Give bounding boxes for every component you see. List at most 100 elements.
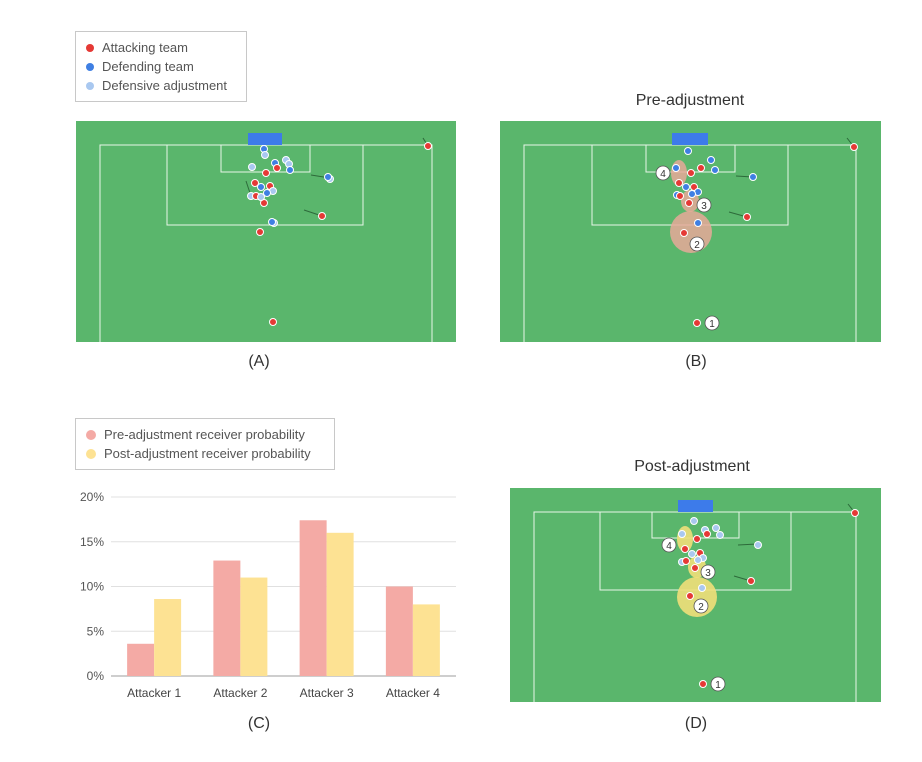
adjusted-dot — [694, 556, 702, 564]
defender-dot — [257, 183, 265, 191]
adjusted-dot — [678, 530, 686, 538]
attacker-dot — [424, 142, 432, 150]
legend-label: Post-adjustment receiver probability — [104, 446, 311, 461]
receiver-labels-b: 1 2 3 4 — [655, 165, 720, 331]
legend-label: Attacking team — [102, 40, 188, 55]
goal-a — [248, 133, 282, 145]
pitch-d-players — [678, 503, 859, 688]
attacker-dot — [273, 164, 281, 172]
receiver-badge-2 — [693, 598, 709, 614]
attacker-dot — [318, 212, 326, 220]
legend-label: Defensive adjustment — [102, 78, 228, 93]
caption-d: (D) — [684, 715, 708, 732]
probability-legend: Pre-adjustment receiver probability Post… — [75, 418, 335, 470]
attacker-dot — [747, 577, 755, 585]
attacker-dot — [269, 318, 277, 326]
adjusted-dot — [698, 584, 706, 592]
y-tick-label: 10% — [80, 580, 104, 594]
pitch-a — [76, 121, 456, 342]
y-tick-label: 0% — [87, 669, 105, 683]
caption-c: (C) — [247, 715, 271, 732]
pre-swatch-icon — [86, 429, 96, 440]
adjusted-dot — [712, 524, 720, 532]
bar-post-attacker-4 — [412, 604, 440, 676]
receiver-badge-3 — [696, 197, 712, 213]
adjusted-dot — [257, 193, 265, 201]
bar-pre-attacker-2 — [213, 560, 241, 676]
defender-dot — [694, 219, 702, 227]
legend-item-adjustment: Defensive adjustment — [86, 76, 236, 95]
receiver-label-2: 2 — [698, 602, 704, 613]
bar-post-attacker-3 — [326, 532, 354, 676]
legend-item-attacking: Attacking team — [86, 38, 236, 57]
bar-post-attacker-1 — [154, 599, 182, 676]
defender-dot — [682, 183, 690, 191]
pitch-b: 1 2 3 4 — [500, 121, 881, 342]
defender-dot — [268, 218, 276, 226]
y-tick-label: 5% — [87, 624, 105, 638]
adjusted-dot — [248, 163, 256, 171]
caption-a: (A) — [248, 353, 270, 370]
adjusted-dot — [754, 541, 762, 549]
receiver-badge-1 — [710, 676, 726, 692]
attacker-dot — [262, 169, 270, 177]
attacker-dot — [685, 199, 693, 207]
attacker-dot — [691, 564, 699, 572]
receiver-label-4: 4 — [666, 541, 672, 552]
attacker-dot — [703, 530, 711, 538]
receiver-labels-d: 1 2 3 4 — [661, 537, 726, 692]
y-tick-label: 15% — [80, 535, 104, 549]
attacker-dot — [676, 192, 684, 200]
defender-dot — [688, 190, 696, 198]
legend-item-post: Post-adjustment receiver probability — [86, 444, 324, 463]
bar-post-attacker-2 — [240, 577, 268, 676]
adjusted-dot — [690, 517, 698, 525]
goal-b — [672, 133, 708, 145]
bar-pre-attacker-1 — [127, 643, 155, 676]
attacker-dot — [675, 179, 683, 187]
attacker-dot — [686, 592, 694, 600]
bar-pre-attacker-3 — [299, 520, 327, 676]
defender-dot — [672, 164, 680, 172]
pitch-b-players — [672, 137, 858, 327]
receiver-badge-3 — [700, 564, 716, 580]
goal-d — [678, 500, 713, 512]
attacker-dot — [850, 143, 858, 151]
receiver-label-3: 3 — [701, 201, 707, 212]
adjustment-dot-icon — [86, 81, 94, 90]
defending-dot-icon — [86, 62, 94, 71]
adjusted-dot — [716, 531, 724, 539]
attacker-dot — [693, 535, 701, 543]
post-swatch-icon — [86, 448, 96, 459]
receiver-label-3: 3 — [705, 568, 711, 579]
receiver-label-1: 1 — [715, 680, 721, 691]
receiver-label-1: 1 — [709, 319, 715, 330]
x-tick-label: Attacker 3 — [300, 686, 354, 700]
adjusted-dot — [688, 550, 696, 558]
receiver-label-4: 4 — [660, 169, 666, 180]
attacker-dot — [699, 680, 707, 688]
legend-label: Pre-adjustment receiver probability — [104, 427, 305, 442]
attacker-dot — [682, 557, 690, 565]
attacker-dot — [697, 164, 705, 172]
y-tick-label: 20% — [80, 490, 104, 504]
pitch-a-players — [245, 137, 432, 326]
attacker-dot — [256, 228, 264, 236]
x-tick-label: Attacker 2 — [213, 686, 267, 700]
attacker-dot — [680, 229, 688, 237]
title-post-adjustment: Post-adjustment — [634, 458, 750, 475]
attacker-dot — [251, 179, 259, 187]
x-tick-label: Attacker 1 — [127, 686, 181, 700]
x-tick-label: Attacker 4 — [386, 686, 440, 700]
attacker-dot — [693, 319, 701, 327]
defender-dot — [711, 166, 719, 174]
defender-dot — [684, 147, 692, 155]
receiver-probability-chart: 0% 5% 10% 15% 20% Attacker 1 Attacker 2 Attacke… — [80, 490, 456, 700]
attacking-dot-icon — [86, 43, 94, 52]
legend-item-pre: Pre-adjustment receiver probability — [86, 425, 324, 444]
legend-label: Defending team — [102, 59, 194, 74]
defender-dot — [324, 173, 332, 181]
bar-pre-attacker-4 — [385, 586, 413, 676]
attacker-dot — [681, 545, 689, 553]
legend-item-defending: Defending team — [86, 57, 236, 76]
